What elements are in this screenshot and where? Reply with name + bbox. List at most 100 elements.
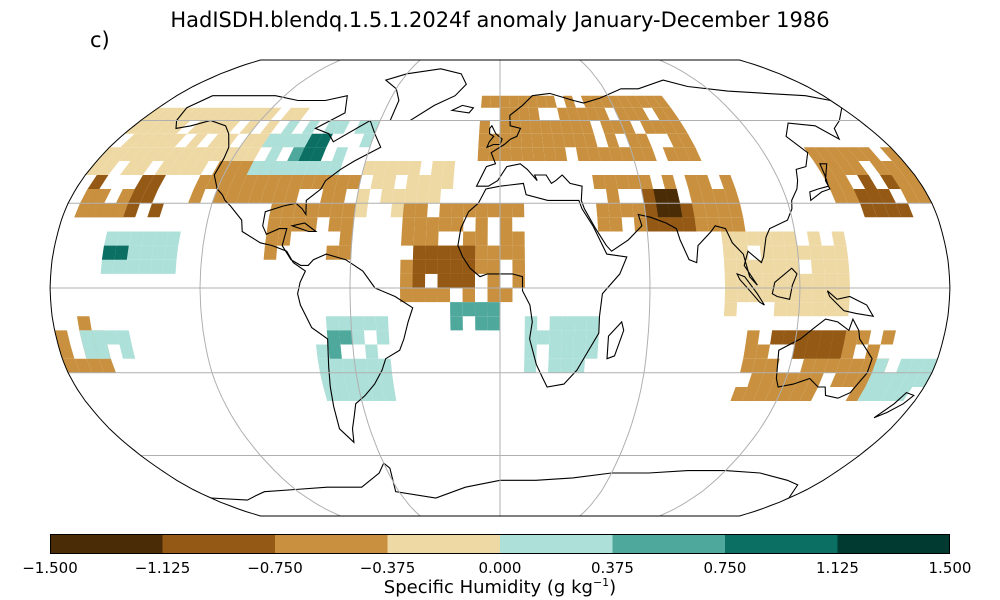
colorbar-tick-label: 1.500 bbox=[928, 559, 972, 577]
anomaly-cell bbox=[488, 147, 500, 161]
anomaly-cell bbox=[539, 120, 553, 134]
anomaly-cell bbox=[86, 203, 104, 218]
anomaly-cell bbox=[439, 203, 452, 218]
anomaly-cell bbox=[737, 273, 750, 288]
anomaly-cell bbox=[884, 203, 902, 218]
anomaly-cell bbox=[384, 161, 400, 175]
colorbar-segment bbox=[500, 534, 613, 554]
anomaly-cell bbox=[662, 147, 680, 161]
anomaly-cell bbox=[509, 95, 519, 108]
anomaly-cell bbox=[250, 133, 271, 148]
anomaly-cell bbox=[856, 330, 872, 345]
anomaly-cell bbox=[667, 133, 685, 148]
anomaly-cell bbox=[231, 147, 251, 161]
anomaly-cell bbox=[831, 330, 847, 345]
anomaly-cell bbox=[335, 175, 351, 189]
anomaly-cell bbox=[150, 107, 178, 121]
anomaly-cell bbox=[54, 330, 71, 345]
anomaly-cell bbox=[803, 147, 825, 161]
anomaly-cell bbox=[239, 133, 260, 148]
anomaly-cell bbox=[365, 344, 379, 359]
anomaly-cell bbox=[407, 161, 422, 175]
anomaly-cell bbox=[847, 161, 869, 175]
anomaly-cell bbox=[479, 120, 490, 134]
anomaly-cell bbox=[788, 387, 807, 401]
anomaly-cell bbox=[328, 217, 342, 232]
anomaly-cell bbox=[230, 107, 254, 121]
anomaly-cell bbox=[712, 189, 728, 204]
anomaly-cell bbox=[824, 273, 838, 288]
anomaly-cell bbox=[373, 161, 388, 175]
coastline bbox=[606, 320, 625, 360]
anomaly-cell bbox=[487, 203, 500, 218]
anomaly-cell bbox=[891, 175, 913, 189]
anomaly-cell bbox=[573, 133, 587, 148]
anomaly-cell bbox=[632, 203, 646, 218]
anomaly-cell bbox=[74, 203, 93, 218]
colorbar-segment bbox=[275, 534, 388, 554]
anomaly-cell bbox=[837, 273, 850, 288]
anomaly-cell bbox=[626, 175, 642, 189]
anomaly-cell bbox=[207, 133, 229, 148]
anomaly-cell bbox=[240, 175, 259, 189]
anomaly-cell bbox=[658, 217, 672, 232]
anomaly-cell bbox=[276, 175, 293, 189]
anomaly-cell bbox=[521, 147, 534, 161]
anomaly-cell bbox=[879, 147, 904, 161]
anomaly-cell bbox=[912, 372, 932, 387]
anomaly-cell bbox=[607, 95, 624, 108]
anomaly-cell bbox=[903, 175, 925, 189]
anomaly-cell bbox=[811, 302, 825, 317]
coastline bbox=[771, 267, 798, 300]
anomaly-cell bbox=[557, 107, 570, 121]
anomaly-cell bbox=[390, 203, 404, 218]
anomaly-cell bbox=[382, 387, 397, 401]
anomaly-cell bbox=[370, 175, 385, 189]
anomaly-cell bbox=[692, 203, 707, 218]
anomaly-cell bbox=[619, 120, 636, 134]
colorbar-segment bbox=[387, 534, 501, 554]
anomaly-cell bbox=[706, 217, 721, 232]
anomaly-cell bbox=[616, 95, 633, 108]
anomaly-cell bbox=[543, 147, 556, 161]
anomaly-cell bbox=[892, 161, 915, 175]
coastline bbox=[457, 182, 628, 388]
anomaly-cell bbox=[320, 189, 335, 204]
anomaly-cell bbox=[809, 245, 824, 260]
anomaly-cell bbox=[401, 231, 415, 246]
anomaly-cell bbox=[743, 344, 758, 359]
anomaly-cell bbox=[575, 147, 590, 161]
anomaly-cell bbox=[82, 344, 99, 359]
anomaly-cell bbox=[724, 273, 738, 288]
anomaly-cell bbox=[186, 147, 208, 161]
anomaly-cell bbox=[798, 302, 812, 317]
anomaly-cell bbox=[599, 120, 615, 134]
anomaly-cell bbox=[126, 245, 142, 260]
anomaly-cell bbox=[764, 387, 783, 401]
anomaly-cell bbox=[847, 147, 870, 161]
anomaly-cell bbox=[246, 161, 265, 175]
anomaly-cell bbox=[561, 330, 575, 345]
anomaly-cell bbox=[299, 175, 316, 189]
anomaly-cell bbox=[332, 189, 347, 204]
anomaly-cell bbox=[217, 175, 236, 189]
anomaly-cell bbox=[695, 175, 713, 189]
anomaly-cell bbox=[834, 175, 854, 189]
anomaly-cell bbox=[579, 120, 594, 134]
anomaly-cell bbox=[329, 203, 344, 218]
anomaly-cell bbox=[58, 344, 75, 359]
anomaly-cell bbox=[290, 107, 311, 121]
anomaly-cell bbox=[269, 161, 288, 175]
anomaly-cell bbox=[684, 147, 702, 161]
anomaly-cell bbox=[561, 316, 575, 331]
colorbar-frame bbox=[50, 534, 950, 554]
anomaly-cell bbox=[888, 372, 908, 387]
anomaly-cell bbox=[635, 133, 652, 148]
anomaly-cell bbox=[822, 175, 842, 189]
anomaly-cell bbox=[724, 288, 738, 303]
anomaly-cell bbox=[74, 358, 93, 373]
anomaly-cell bbox=[280, 120, 301, 134]
anomaly-cell bbox=[821, 245, 836, 260]
anomaly-cell bbox=[400, 259, 413, 274]
anomaly-cell bbox=[661, 107, 680, 121]
